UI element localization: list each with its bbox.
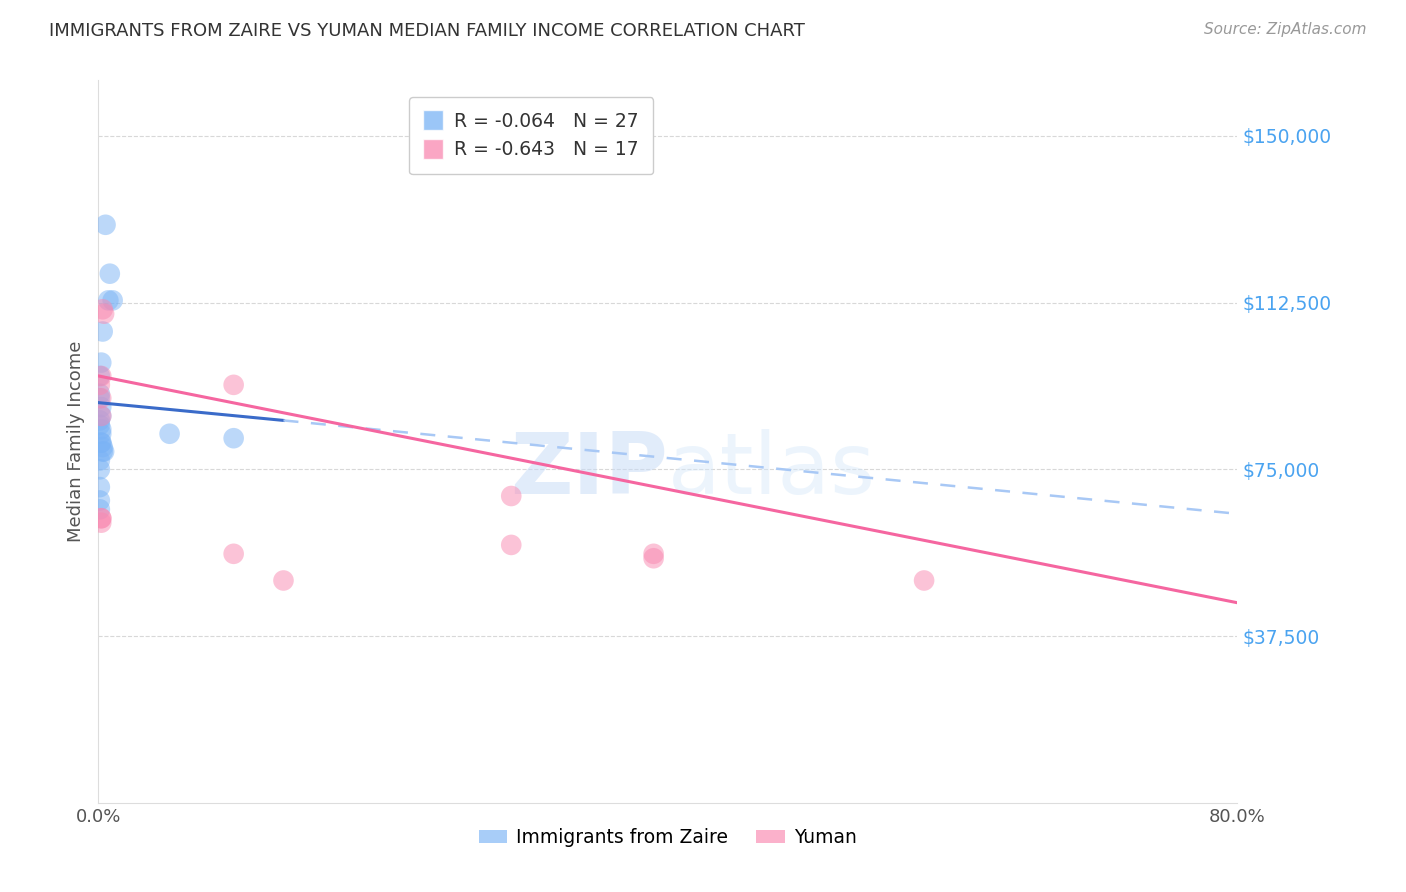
Point — [89, 502, 111, 516]
Point — [94, 218, 117, 232]
Point — [222, 547, 245, 561]
Point — [101, 293, 124, 308]
Point — [89, 453, 111, 467]
Point — [89, 462, 111, 476]
Y-axis label: Median Family Income: Median Family Income — [66, 341, 84, 542]
Point — [222, 377, 245, 392]
Point — [98, 267, 121, 281]
Point — [159, 426, 181, 441]
Point — [97, 293, 120, 308]
Point — [643, 547, 665, 561]
Point — [91, 440, 114, 454]
Point — [90, 391, 112, 405]
Point — [90, 409, 112, 423]
Point — [89, 386, 111, 401]
Point — [90, 435, 112, 450]
Point — [90, 400, 112, 414]
Point — [912, 574, 935, 588]
Point — [91, 444, 114, 458]
Point — [89, 391, 111, 405]
Point — [89, 417, 111, 432]
Point — [89, 377, 111, 392]
Point — [90, 516, 112, 530]
Point — [90, 368, 112, 383]
Point — [90, 511, 112, 525]
Text: Source: ZipAtlas.com: Source: ZipAtlas.com — [1204, 22, 1367, 37]
Point — [89, 493, 111, 508]
Point — [89, 480, 111, 494]
Point — [93, 307, 115, 321]
Point — [90, 426, 112, 441]
Point — [222, 431, 245, 445]
Point — [273, 574, 295, 588]
Point — [89, 368, 111, 383]
Point — [90, 435, 112, 450]
Text: ZIP: ZIP — [510, 429, 668, 512]
Legend: Immigrants from Zaire, Yuman: Immigrants from Zaire, Yuman — [471, 821, 865, 855]
Point — [501, 538, 523, 552]
Point — [501, 489, 523, 503]
Point — [89, 413, 111, 427]
Point — [90, 422, 112, 436]
Point — [90, 356, 112, 370]
Point — [93, 444, 115, 458]
Point — [91, 325, 114, 339]
Text: atlas: atlas — [668, 429, 876, 512]
Point — [90, 409, 112, 423]
Point — [90, 511, 112, 525]
Point — [643, 551, 665, 566]
Text: IMMIGRANTS FROM ZAIRE VS YUMAN MEDIAN FAMILY INCOME CORRELATION CHART: IMMIGRANTS FROM ZAIRE VS YUMAN MEDIAN FA… — [49, 22, 806, 40]
Point — [91, 302, 114, 317]
